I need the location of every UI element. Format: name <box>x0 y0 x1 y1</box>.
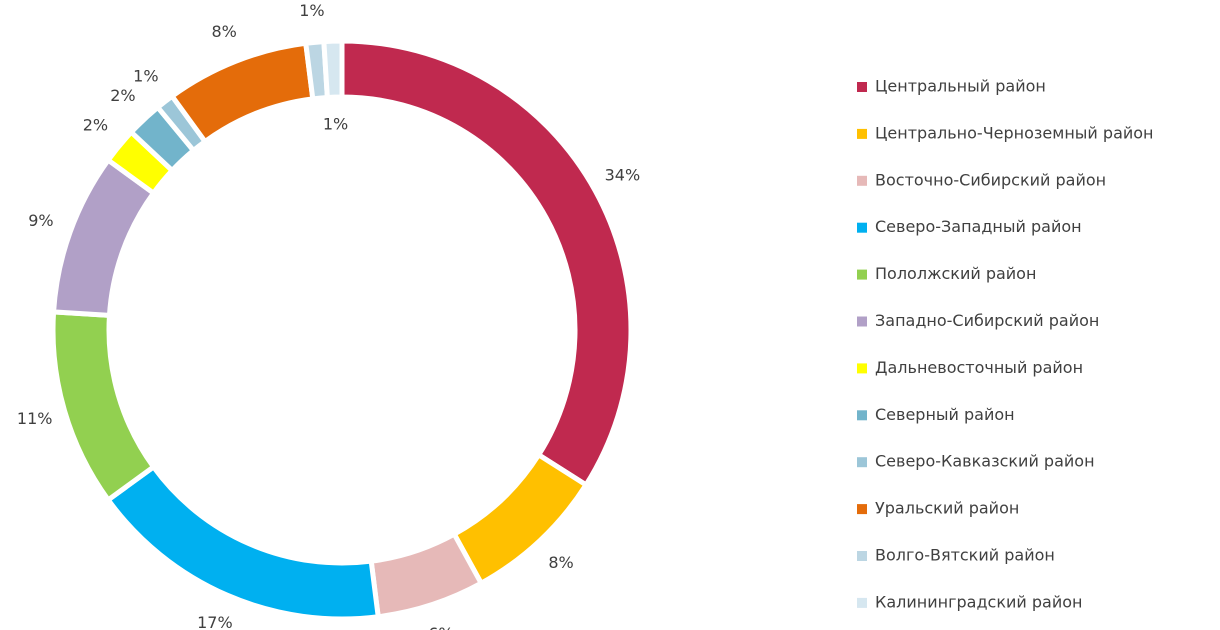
legend-label: Калининградский район <box>875 592 1083 611</box>
donut-slice <box>50 309 157 504</box>
data-label: 34% <box>605 165 641 184</box>
legend-label: Пололжский район <box>875 264 1036 283</box>
legend-swatch <box>857 269 867 280</box>
legend-swatch <box>857 504 867 515</box>
donut-slice <box>321 38 345 101</box>
legend-swatch <box>857 82 867 92</box>
legend-swatch <box>857 410 867 421</box>
donut-slice <box>168 40 316 145</box>
legend-label: Северо-Западный район <box>875 217 1082 236</box>
data-label: 8% <box>548 553 573 572</box>
data-label: 17% <box>197 613 233 630</box>
legend-label: Западно-Сибирский район <box>875 311 1099 330</box>
legend-label: Центрально-Черноземный район <box>875 123 1154 142</box>
data-label: 2% <box>110 86 135 105</box>
donut-slice <box>339 38 634 489</box>
legend-swatch <box>857 363 867 374</box>
legend-label: Восточно-Сибирский район <box>875 170 1106 189</box>
legend-swatch <box>857 175 867 186</box>
data-label: 6% <box>428 624 453 630</box>
data-label: 1% <box>299 1 324 20</box>
legend-label: Уральский район <box>875 499 1019 518</box>
legend-label: Волго-Вятский район <box>875 546 1055 565</box>
legend-label: Дальневосточный район <box>875 358 1083 377</box>
legend-label: Северо-Кавказский район <box>875 452 1095 471</box>
data-label: 11% <box>17 409 53 428</box>
legend-label: Северный район <box>875 405 1015 424</box>
legend-label: Центральный район <box>875 77 1046 96</box>
legend-swatch <box>857 316 867 327</box>
donut-slice <box>104 463 382 622</box>
data-label: 9% <box>28 211 53 230</box>
legend-swatch <box>857 551 867 561</box>
legend-swatch <box>857 128 867 139</box>
data-label: 1% <box>323 115 348 134</box>
data-label: 2% <box>83 116 108 135</box>
legend-swatch <box>857 222 867 233</box>
data-label: 1% <box>133 67 158 86</box>
legend-swatch <box>857 597 867 608</box>
data-label: 8% <box>212 22 237 41</box>
legend-swatch <box>857 457 867 468</box>
